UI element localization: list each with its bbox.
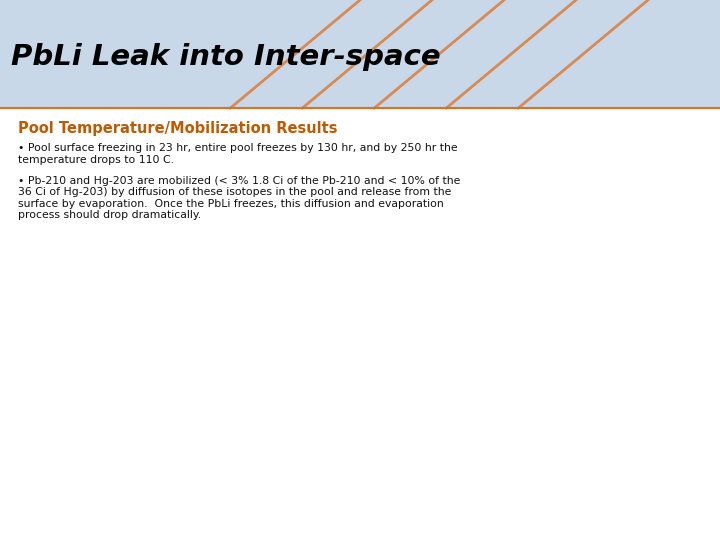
Text: Po-210: Po-210 <box>539 402 575 412</box>
Text: PbLi Leak into Inter-space: PbLi Leak into Inter-space <box>11 43 441 71</box>
Text: Inter-space wall: Inter-space wall <box>165 444 248 454</box>
Text: Port plug: Port plug <box>61 459 108 469</box>
Text: PbLi pool: PbLi pool <box>71 377 119 387</box>
Text: • Pool surface freezing in 23 hr, entire pool freezes by 130 hr, and by 250 hr t: • Pool surface freezing in 23 hr, entire… <box>18 143 458 165</box>
Text: Hg-203: Hg-203 <box>438 308 476 318</box>
Text: • Pb-210 and Hg-203 are mobilized (< 3% 1.8 Ci of the Pb-210 and < 10% of the
36: • Pb-210 and Hg-203 are mobilized (< 3% … <box>18 176 460 220</box>
Y-axis label: Fraction mobilized: Fraction mobilized <box>339 349 352 458</box>
X-axis label: Time (hr): Time (hr) <box>169 536 223 540</box>
X-axis label: Time (hr): Time (hr) <box>516 536 571 540</box>
Text: Pool Temperature/Mobilization Results: Pool Temperature/Mobilization Results <box>18 122 338 137</box>
Y-axis label: Temperature (C): Temperature (C) <box>8 355 21 452</box>
Text: Bioshield: Bioshield <box>134 489 181 498</box>
